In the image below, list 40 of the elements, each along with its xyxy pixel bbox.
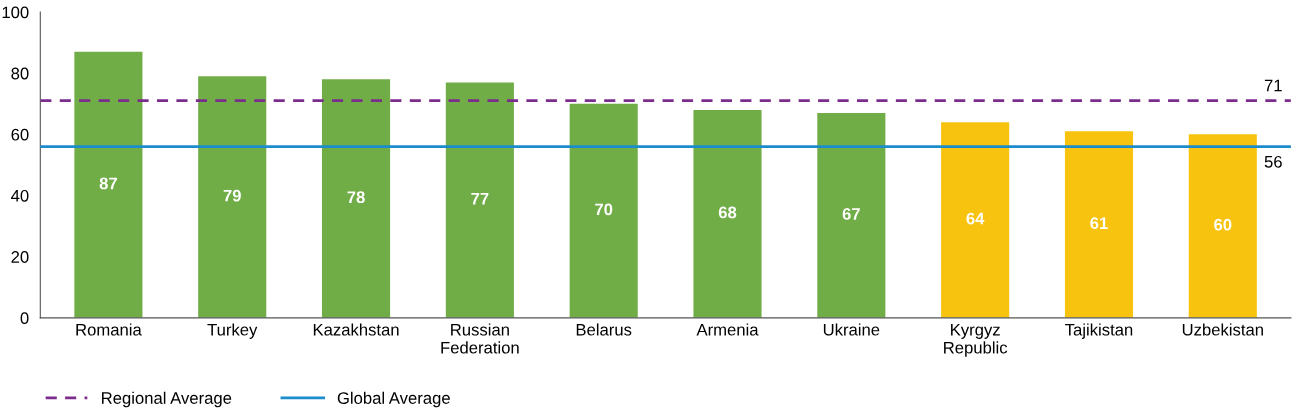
annotation: 71: [1264, 79, 1282, 92]
data-label: 78: [347, 191, 365, 204]
x-tick-label: Uzbekistan: [1182, 323, 1263, 336]
annotation: 56: [1264, 155, 1282, 168]
x-tick-label: Russian Federation: [441, 323, 519, 354]
x-tick-label: Turkey: [207, 323, 258, 339]
x-tick-label: Romania: [76, 323, 142, 336]
bar: [941, 122, 1010, 318]
data-label: 77: [471, 192, 489, 205]
bar: [198, 76, 267, 318]
bar: [569, 103, 638, 318]
data-label: 64: [966, 212, 985, 225]
x-tick-label: Kazakhstan: [313, 323, 399, 336]
data-label: 67: [842, 208, 860, 220]
bar: [445, 82, 514, 318]
bar: [74, 51, 143, 318]
data-label: 61: [1090, 217, 1108, 230]
data-label: 70: [595, 203, 613, 216]
y-tick-label: 0: [20, 312, 29, 325]
x-tick-label: Armenia: [696, 323, 759, 336]
legend-label: Regional Average: [102, 391, 232, 408]
x-tick-label: Belarus: [576, 323, 632, 336]
bar: [693, 109, 762, 318]
y-tick-label: 80: [11, 67, 29, 80]
y-tick-label: 40: [11, 189, 29, 202]
data-label: 68: [718, 206, 737, 219]
bar: [1064, 131, 1134, 318]
legend-label: Global Average: [337, 391, 450, 408]
x-tick-label: Kyrgyz Republic: [944, 323, 1008, 357]
data-label: 79: [223, 189, 241, 202]
bar: [1188, 134, 1257, 318]
x-tick-label: Tajikistan: [1065, 323, 1133, 339]
y-tick-label: 20: [11, 251, 29, 263]
x-tick-label: Ukraine: [823, 323, 880, 336]
bar: [321, 79, 391, 318]
data-label: 60: [1214, 218, 1232, 231]
y-tick-label: 60: [11, 128, 29, 141]
data-label: 87: [99, 177, 117, 190]
y-tick-label: 100: [2, 6, 29, 19]
bar: [817, 112, 886, 318]
